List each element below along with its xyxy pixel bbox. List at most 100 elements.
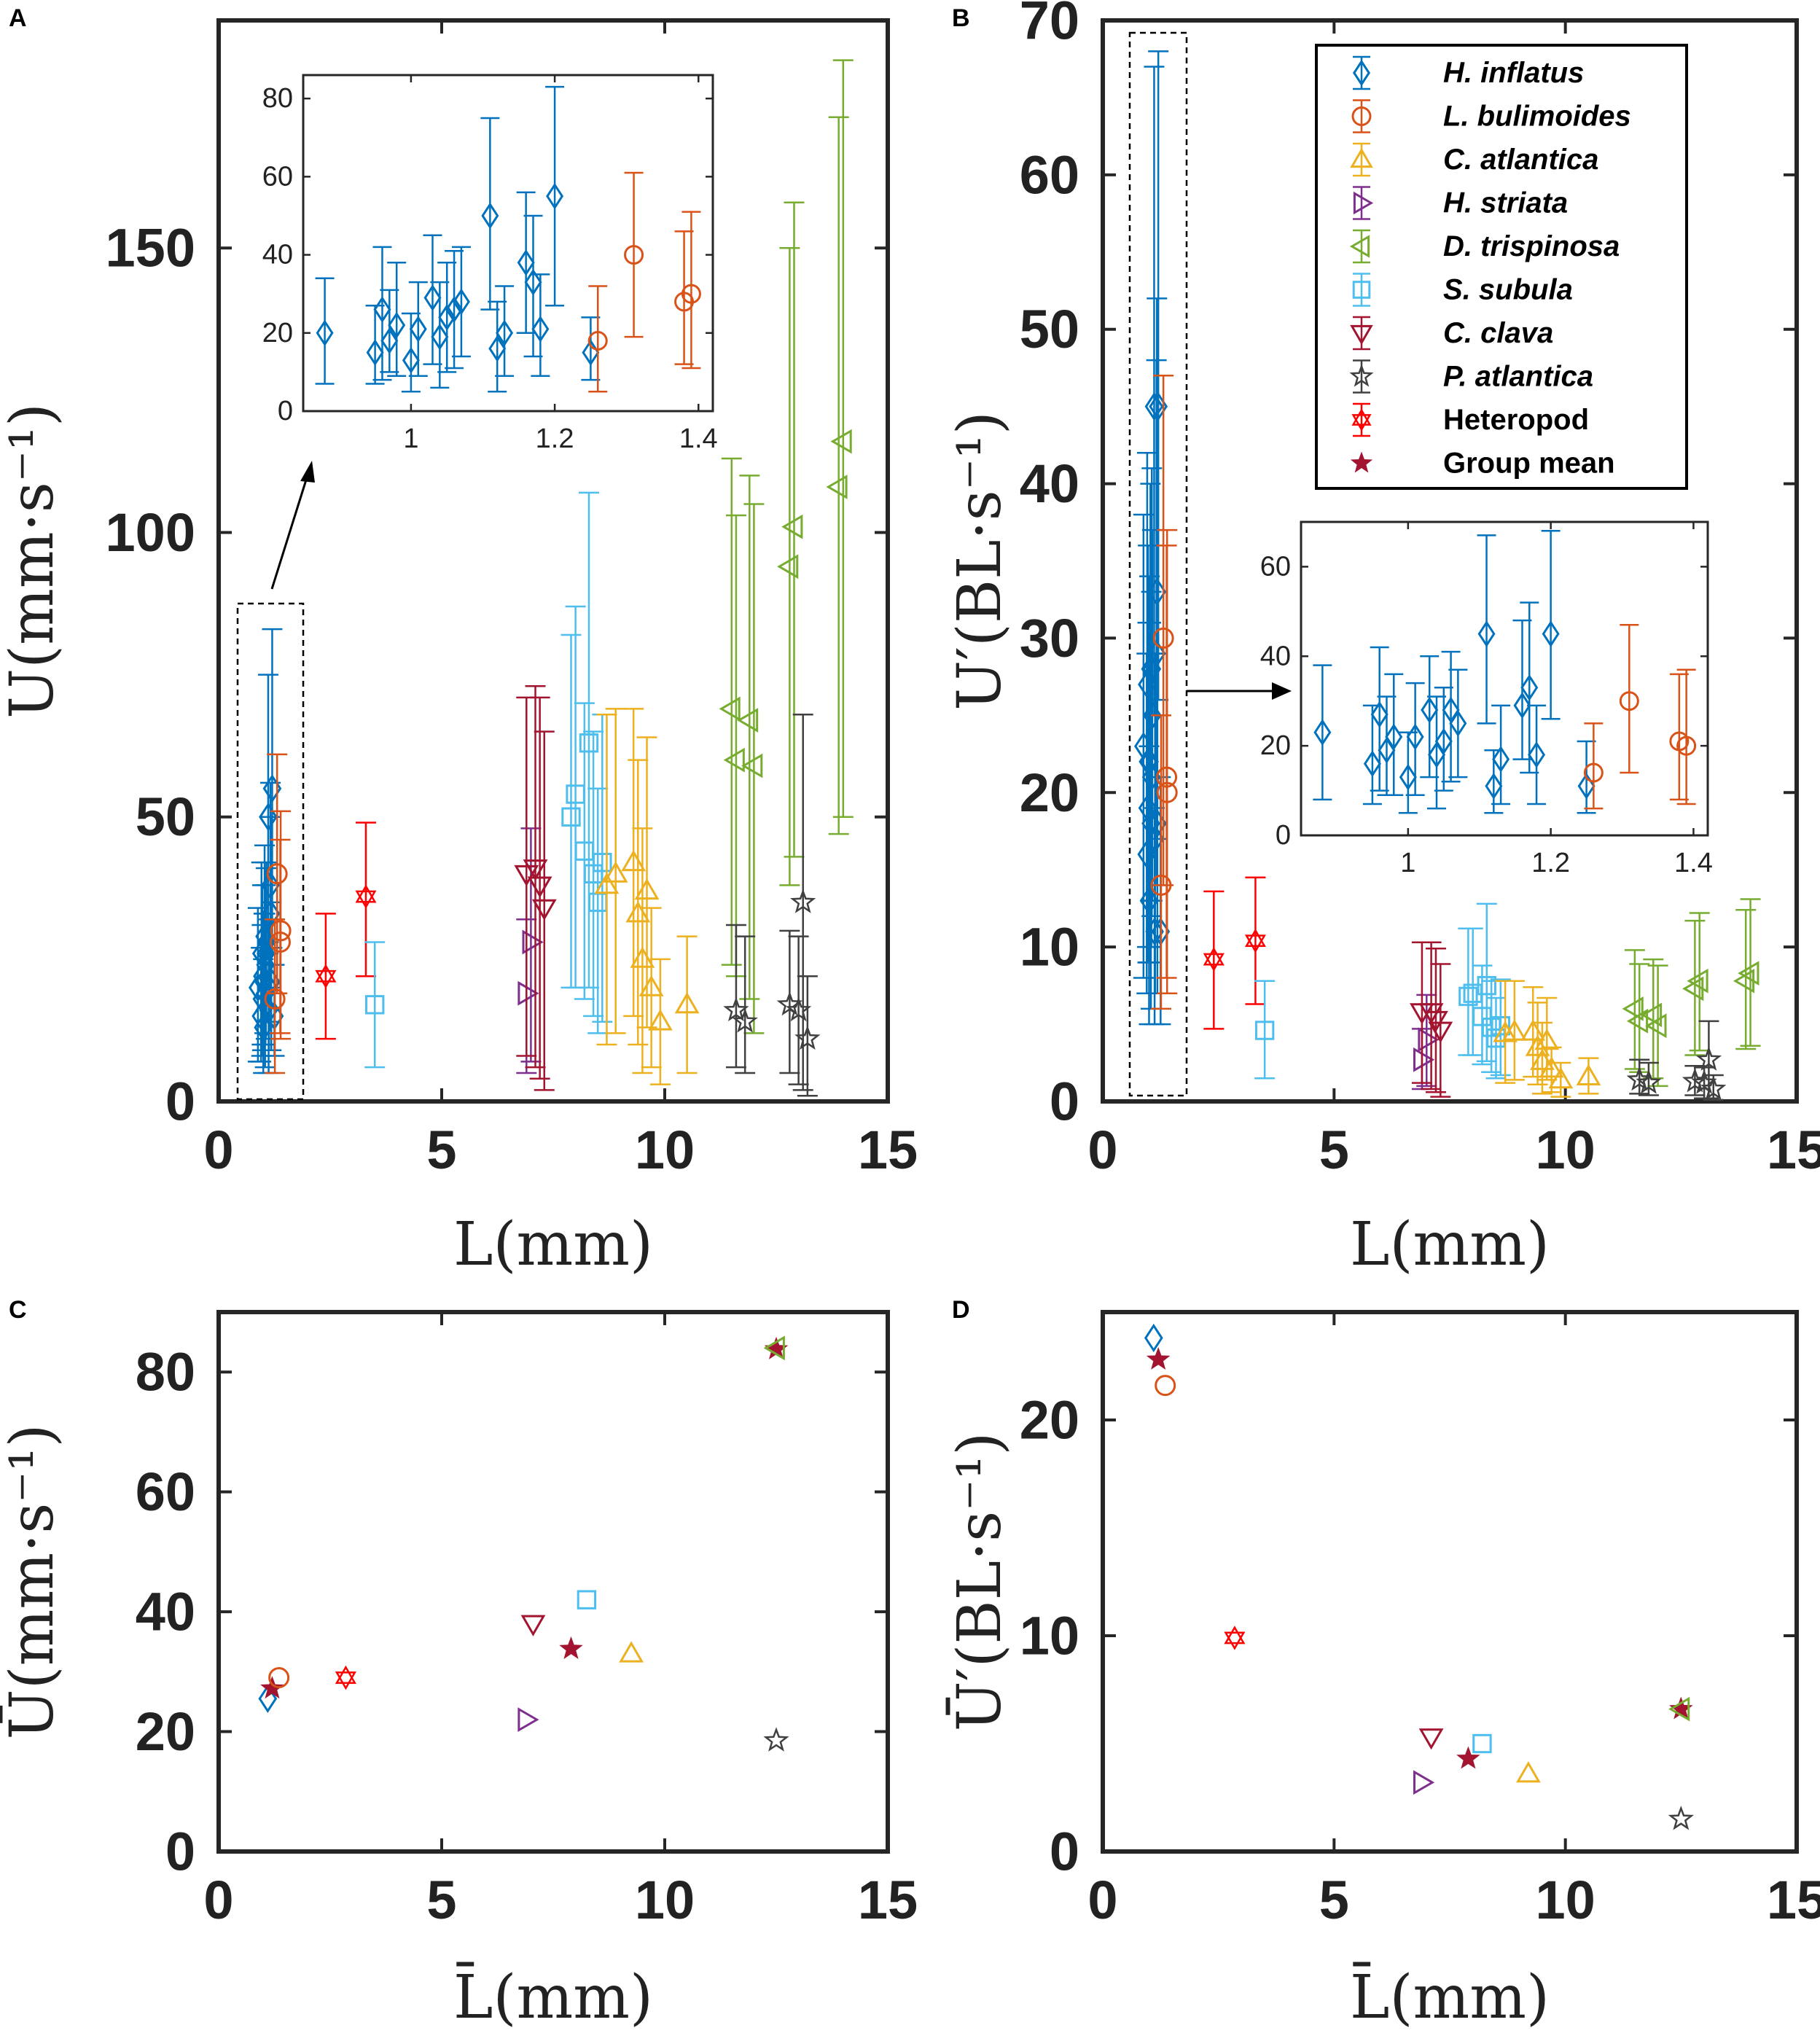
series-s-subula xyxy=(577,1590,597,1609)
panel-d: D 0 5 10 15 0 10 20 L̄(mm) Ū′(BL·s⁻¹) xyxy=(945,1296,1820,2032)
y-axis-label: Ū(mm·s⁻¹) xyxy=(0,1424,67,1740)
series-h-striata xyxy=(518,1707,539,1733)
x-tick-label: 10 xyxy=(635,1870,695,1930)
data-point xyxy=(719,696,741,722)
data-point xyxy=(1413,1047,1435,1072)
legend-marker xyxy=(1350,147,1373,168)
data-point xyxy=(1548,1067,1574,1089)
series-h-inflatus xyxy=(1133,50,1171,1026)
x-tick-label: 0 xyxy=(1087,1120,1117,1180)
data-point xyxy=(830,429,852,454)
data-point xyxy=(587,331,608,351)
data-point xyxy=(1515,1761,1541,1783)
x-tick-label: 5 xyxy=(426,1120,456,1180)
data-point xyxy=(438,304,456,331)
y-tick-label: 60 xyxy=(1020,144,1079,205)
y-tick-label: 0 xyxy=(165,1822,195,1882)
x-tick-label: 1 xyxy=(403,424,418,454)
x-axis-label: L(mm) xyxy=(453,1210,653,1279)
legend-label: Heteropod xyxy=(1443,404,1589,436)
data-point xyxy=(1421,696,1439,724)
x-tick-label: 1.2 xyxy=(1531,848,1570,878)
panel-label: A xyxy=(9,4,27,32)
y-tick-label: 0 xyxy=(1276,820,1291,851)
data-point xyxy=(380,327,399,354)
series-l-bulimoides xyxy=(268,1667,290,1689)
x-tick-label: 5 xyxy=(1319,1120,1349,1180)
data-point xyxy=(409,316,427,343)
data-point xyxy=(524,268,542,296)
inset-b: 1 1.2 1.4 0 20 40 60 xyxy=(1260,520,1713,878)
y-tick-label: 30 xyxy=(1020,608,1079,668)
data-point xyxy=(1477,620,1496,647)
data-point xyxy=(647,1009,673,1031)
series-heteropod xyxy=(1224,1626,1246,1650)
y-tick-label: 20 xyxy=(136,1701,195,1762)
data-point xyxy=(559,1636,583,1659)
y-tick-label: 0 xyxy=(165,1072,195,1132)
data-point xyxy=(259,803,278,832)
data-point xyxy=(594,873,620,894)
data-point xyxy=(1619,691,1639,711)
series-d-trispinosa xyxy=(1622,898,1761,1088)
y-tick-label: 100 xyxy=(106,502,195,563)
data-point xyxy=(1668,1696,1690,1722)
legend-item: C. atlantica xyxy=(1350,142,1598,177)
series-l-bulimoides xyxy=(587,171,701,393)
data-point xyxy=(1513,692,1531,719)
y-tick-label: 60 xyxy=(136,1462,195,1522)
legend-item: H. striata xyxy=(1353,186,1568,220)
data-point xyxy=(1645,1013,1667,1039)
data-point xyxy=(794,1025,821,1050)
data-point xyxy=(1492,746,1510,773)
x-tick-label: 10 xyxy=(635,1120,695,1180)
data-point xyxy=(1399,763,1417,791)
data-point xyxy=(388,311,406,339)
series-h-inflatus xyxy=(315,85,601,393)
x-tick-label: 1.4 xyxy=(1674,848,1713,878)
y-tick-label: 0 xyxy=(1050,1072,1079,1132)
legend-label: C. clava xyxy=(1443,317,1553,349)
data-point xyxy=(1144,392,1164,421)
data-point xyxy=(1477,975,1496,996)
data-point xyxy=(1576,1064,1601,1086)
zoom-region xyxy=(1128,31,1188,1097)
data-point xyxy=(1156,781,1178,803)
data-point xyxy=(619,1641,644,1663)
y-tick-label: 20 xyxy=(262,318,293,348)
x-axis-label: L̄(mm) xyxy=(453,1962,653,2032)
zoom-arrow xyxy=(270,475,309,590)
data-point xyxy=(1491,1015,1511,1036)
data-point xyxy=(1493,1021,1518,1042)
series-p-atlantica xyxy=(1668,1806,1695,1830)
data-point xyxy=(1626,1008,1649,1034)
legend-item: Group mean xyxy=(1350,448,1615,480)
data-point xyxy=(1668,1806,1695,1830)
series-s-subula xyxy=(1254,902,1511,1080)
legend-item: D. trispinosa xyxy=(1349,229,1620,264)
data-point xyxy=(1695,1046,1722,1071)
data-point xyxy=(790,889,816,913)
data-point xyxy=(1152,627,1174,649)
y-tick-label: 60 xyxy=(262,161,293,192)
series-c-atlantica xyxy=(594,708,700,1085)
legend-marker xyxy=(1349,235,1370,258)
series-l-bulimoides xyxy=(1155,1375,1176,1397)
data-point xyxy=(777,554,799,580)
panel-label: B xyxy=(952,4,970,32)
series-c-atlantica xyxy=(619,1641,644,1663)
x-tick-label: 15 xyxy=(858,1870,918,1930)
legend-label: D. trispinosa xyxy=(1443,230,1620,262)
data-point xyxy=(423,284,442,311)
data-point xyxy=(723,996,749,1022)
series-group-mean xyxy=(260,1336,789,1699)
data-point xyxy=(1542,620,1560,647)
data-point xyxy=(1428,1021,1453,1043)
data-point xyxy=(1146,1347,1171,1370)
legend-label: L. bulimoides xyxy=(1443,101,1631,133)
series-c-atlantica xyxy=(1515,1761,1541,1783)
y-tick-label: 50 xyxy=(1020,299,1079,359)
x-tick-label: 15 xyxy=(858,1120,918,1180)
y-tick-label: 40 xyxy=(136,1582,195,1642)
data-point xyxy=(1583,762,1604,783)
